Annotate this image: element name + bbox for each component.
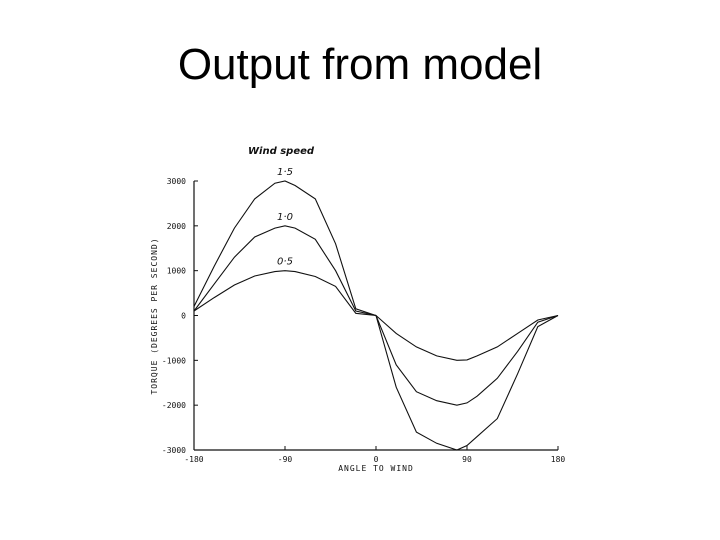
- y-tick-label: -3000: [162, 446, 186, 455]
- y-tick-label: -2000: [162, 401, 186, 410]
- y-tick-label: 1000: [167, 267, 186, 276]
- x-ticks: -180 -90 0 90 180: [184, 446, 565, 464]
- series-label-2: 0·5: [277, 257, 293, 268]
- wind-speed-annotation: Wind speed: [248, 146, 315, 157]
- series-label-1: 1·0: [277, 212, 293, 223]
- x-tick-label: 90: [462, 455, 472, 464]
- series-lines: [193, 180, 559, 451]
- y-tick-label: -1000: [162, 356, 186, 365]
- x-axis-label: ANGLE TO WIND: [338, 464, 414, 473]
- x-tick-label: -180: [184, 455, 203, 464]
- x-tick-label: 180: [551, 455, 566, 464]
- slide-title: Output from model: [177, 40, 543, 89]
- series-line-2: [193, 270, 559, 361]
- y-tick-label: 2000: [167, 222, 186, 231]
- y-tick-label: 0: [181, 312, 186, 321]
- x-tick-label: -90: [278, 455, 293, 464]
- series-label-0: 1·5: [277, 167, 293, 178]
- y-ticks: 3000 2000 1000 0 -1000 -2000 -3000: [162, 177, 198, 455]
- series-labels: 1·5 1·0 0·5: [277, 167, 293, 268]
- y-axis-label: TORQUE (DEGREES PER SECOND): [150, 237, 159, 394]
- x-tick-label: 0: [374, 455, 379, 464]
- y-tick-label: 3000: [167, 177, 186, 186]
